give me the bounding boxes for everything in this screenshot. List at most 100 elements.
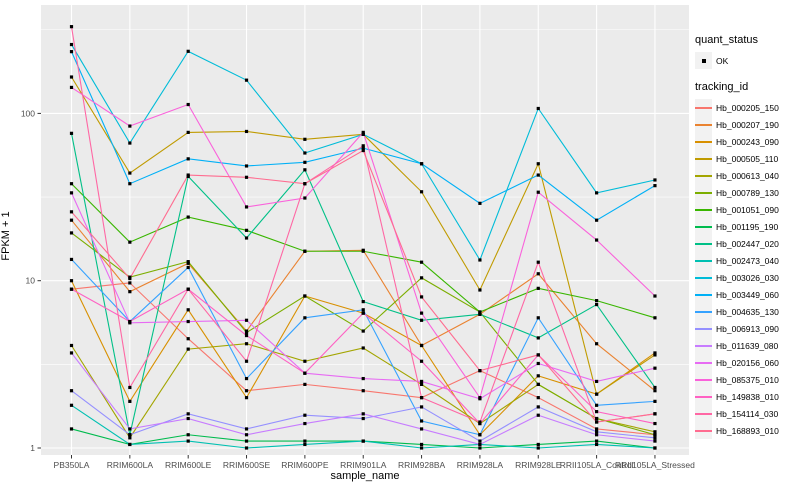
data-point xyxy=(244,376,249,381)
legend-item-Hb_149838_010: Hb_149838_010 xyxy=(695,388,800,405)
legend-tracking-items: Hb_000205_150 Hb_000207_190 Hb_000243_090 H… xyxy=(695,99,800,439)
data-point xyxy=(653,412,657,416)
data-point xyxy=(128,240,132,244)
legend-item-Hb_085375_010: Hb_085375_010 xyxy=(695,371,800,388)
data-point xyxy=(303,421,307,426)
data-point xyxy=(69,231,74,235)
series-color-line xyxy=(695,293,712,296)
data-point xyxy=(69,75,74,79)
data-point xyxy=(419,382,424,386)
data-point xyxy=(478,310,482,314)
legend-series-label: Hb_000789_130 xyxy=(716,187,779,198)
data-point xyxy=(186,416,190,421)
data-point xyxy=(536,316,540,320)
series-key-icon xyxy=(695,354,712,371)
series-color-line xyxy=(695,106,712,109)
x-tick-label: RRIM928LE xyxy=(515,460,562,470)
data-point xyxy=(595,302,599,307)
data-point xyxy=(186,260,190,264)
data-point xyxy=(128,171,132,175)
series-color-line xyxy=(695,344,712,347)
x-tick-label: RRIM600LA xyxy=(107,460,154,470)
data-point xyxy=(69,25,74,29)
data-point xyxy=(595,420,599,424)
legend-item-Hb_000613_040: Hb_000613_040 xyxy=(695,167,800,184)
data-point xyxy=(128,141,132,145)
data-point xyxy=(478,369,482,373)
data-point xyxy=(361,311,365,315)
data-point xyxy=(186,49,190,53)
data-point xyxy=(244,228,249,232)
data-point xyxy=(303,359,307,363)
data-point xyxy=(69,218,74,222)
data-point xyxy=(186,130,190,134)
data-point xyxy=(653,294,657,298)
data-point xyxy=(186,412,190,416)
legend-item-Hb_003449_060: Hb_003449_060 xyxy=(695,286,800,303)
data-point xyxy=(186,337,190,341)
series-color-line xyxy=(695,259,712,262)
data-point xyxy=(536,442,540,447)
series-key-icon xyxy=(695,320,712,337)
legend: quant_status OK tracking_id Hb_000205_15… xyxy=(695,30,800,439)
y-tick-label: 10 xyxy=(26,276,36,286)
data-point xyxy=(361,376,365,381)
data-point xyxy=(244,205,249,209)
series-key-icon xyxy=(695,201,712,218)
data-point xyxy=(303,382,307,386)
data-point xyxy=(536,396,540,400)
legend-item-Hb_000789_130: Hb_000789_130 xyxy=(695,184,800,201)
series-key-icon xyxy=(695,337,712,354)
series-color-line xyxy=(695,395,712,398)
data-point xyxy=(653,316,657,320)
data-point xyxy=(595,218,599,222)
data-point xyxy=(361,439,365,443)
data-point xyxy=(244,175,249,179)
x-tick-label: RRIM928BA xyxy=(398,460,446,470)
data-point xyxy=(244,164,249,168)
legend-series-label: Hb_000613_040 xyxy=(716,170,779,181)
series-key-icon xyxy=(695,252,712,269)
legend-series-label: Hb_085375_010 xyxy=(716,374,779,385)
series-key-icon xyxy=(695,116,712,133)
data-point xyxy=(536,361,540,366)
series-key-icon xyxy=(695,235,712,252)
data-point xyxy=(128,290,132,294)
legend-item-Hb_000205_150: Hb_000205_150 xyxy=(695,99,800,116)
data-point xyxy=(128,385,132,390)
data-point xyxy=(128,276,132,281)
data-point xyxy=(186,102,190,107)
data-point xyxy=(244,446,249,450)
legend-item-Hb_002473_040: Hb_002473_040 xyxy=(695,252,800,269)
data-point xyxy=(536,162,540,166)
series-color-line xyxy=(695,361,712,364)
data-point xyxy=(186,173,190,177)
data-point xyxy=(595,433,599,437)
legend-item-Hb_011639_080: Hb_011639_080 xyxy=(695,337,800,354)
legend-series-label: Hb_001195_190 xyxy=(716,221,779,232)
legend-series-label: Hb_000207_190 xyxy=(716,119,779,130)
data-point xyxy=(244,342,249,346)
legend-item-Hb_006913_090: Hb_006913_090 xyxy=(695,320,800,337)
data-point xyxy=(69,389,74,393)
data-point xyxy=(595,430,599,434)
series-key-icon xyxy=(695,422,712,439)
data-point xyxy=(653,351,657,355)
y-tick-label: 100 xyxy=(21,108,35,118)
data-point xyxy=(478,420,482,424)
data-point xyxy=(244,318,249,322)
data-point xyxy=(536,405,540,409)
data-point xyxy=(186,261,190,265)
series-key-icon xyxy=(695,286,712,303)
data-point xyxy=(419,446,424,450)
data-point xyxy=(419,442,424,447)
x-axis-title: sample_name xyxy=(330,470,400,482)
legend-item-Hb_000207_190: Hb_000207_190 xyxy=(695,116,800,133)
x-tick-label: PB350LA xyxy=(54,460,90,470)
data-point xyxy=(303,168,307,172)
data-point xyxy=(536,374,540,378)
legend-series-label: Hb_002473_040 xyxy=(716,255,779,266)
data-point xyxy=(419,427,424,431)
legend-series-label: Hb_011639_080 xyxy=(716,340,779,351)
data-point xyxy=(186,287,190,291)
